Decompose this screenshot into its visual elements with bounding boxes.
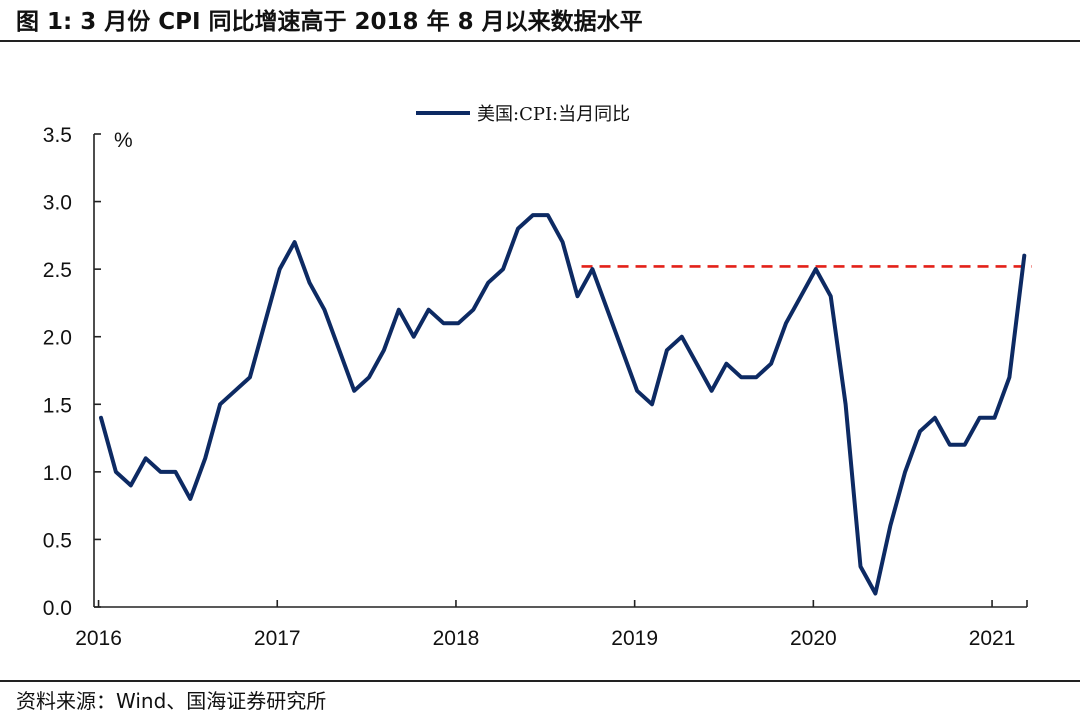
chart-axes [93,134,1027,608]
chart-legend: 美国:CPI:当月同比 [416,104,630,125]
x-tick-label: 2016 [75,627,122,650]
source-note: 资料来源：Wind、国海证券研究所 [16,689,327,713]
x-tick-label: 2021 [969,627,1016,650]
x-tick-label: 2019 [611,627,658,650]
x-tick-label: 2020 [790,627,837,650]
line-chart: 0.00.51.01.52.02.53.03.5 2016 2017 2018 201… [43,104,1032,650]
x-axis-ticks: 2016 2017 2018 2019 2020 2021 [75,600,1028,650]
series-group [99,213,1027,596]
y-tick-label: 0.0 [43,597,72,620]
y-axis-ticks: 0.0 0.5 1.0 1.5 2.0 2.5 3.0 3.5 [43,124,101,620]
y-tick-label: 0.5 [43,529,72,552]
y-tick-label: 2.0 [43,327,72,350]
y-tick-label: 1.5 [43,394,72,417]
figure-title: 图 1: 3 月份 CPI 同比增速高于 2018 年 8 月以来数据水平 [16,9,643,35]
title-divider [0,40,1080,42]
x-tick-label: 2018 [433,627,480,650]
y-tick-label: 2.5 [43,259,72,282]
series-line [99,213,1027,596]
y-axis-unit-label: % [114,129,133,152]
y-tick-label: 3.5 [43,124,72,147]
y-tick-label: 1.0 [43,462,72,485]
footer-divider [0,680,1080,682]
x-tick-label: 2017 [254,627,301,650]
legend-label: 美国:CPI:当月同比 [477,104,630,125]
y-tick-label: 3.0 [43,192,72,215]
